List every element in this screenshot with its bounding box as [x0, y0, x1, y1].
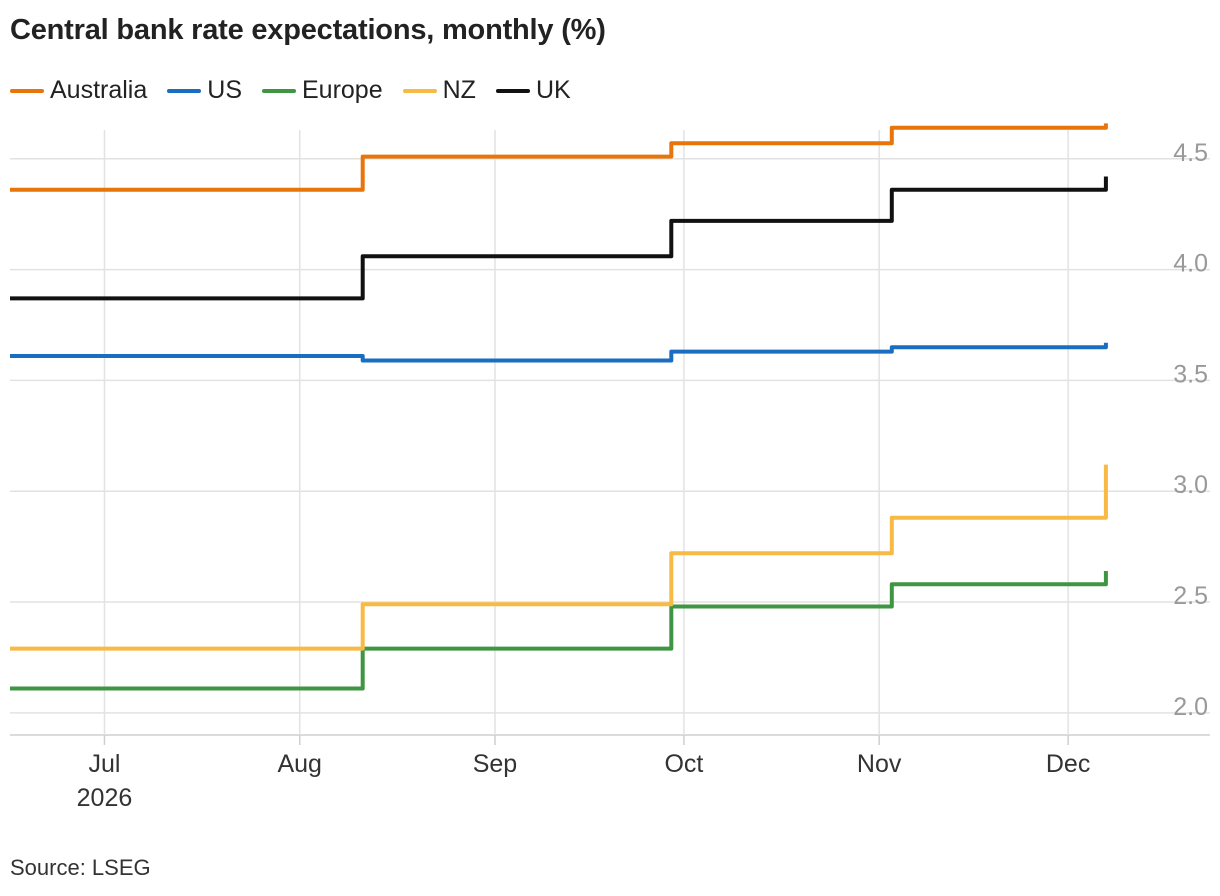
legend-label: Europe — [302, 76, 383, 104]
series-line-uk — [10, 176, 1108, 301]
legend-swatch — [10, 88, 44, 93]
series-lines — [10, 123, 1108, 691]
x-tick-label: Nov — [857, 750, 902, 778]
legend-label: Australia — [50, 76, 148, 104]
y-tick-label: 2.5 — [1173, 582, 1208, 610]
legend-label: US — [207, 76, 242, 104]
y-tick-label: 3.5 — [1173, 360, 1208, 388]
legend-swatch — [402, 88, 437, 93]
legend-swatch — [167, 88, 202, 93]
legend-item-uk: UK — [495, 76, 571, 105]
x-tick-label: Aug — [277, 750, 321, 778]
legend-label: NZ — [442, 76, 476, 104]
series-line-australia — [10, 123, 1108, 192]
legend-swatch — [495, 88, 530, 93]
legend-label: UK — [535, 76, 571, 104]
x-tick-sublabel: 2026 — [77, 784, 133, 812]
x-tick-label: Oct — [664, 750, 703, 778]
grid — [10, 130, 1210, 736]
legend-swatch — [262, 88, 296, 93]
legend: Australia US Europe NZ UK — [10, 76, 591, 105]
x-tick-label: Sep — [473, 750, 517, 778]
x-tick-label: Jul — [88, 750, 120, 778]
chart-title: Central bank rate expectations, monthly … — [10, 14, 606, 46]
x-tick-label: Dec — [1046, 750, 1090, 778]
y-tick-label: 4.0 — [1173, 250, 1208, 278]
y-axis: 2.0 2.5 3.0 3.5 4.0 4.5 — [1173, 139, 1208, 721]
source-note: Source: LSEG — [10, 855, 151, 880]
y-tick-label: 3.0 — [1173, 471, 1208, 499]
y-tick-label: 4.5 — [1173, 139, 1208, 167]
x-axis: Jul 2026 Aug Sep Oct Nov Dec — [77, 735, 1090, 812]
y-tick-label: 2.0 — [1173, 693, 1208, 721]
legend-item-nz: NZ — [402, 76, 476, 105]
legend-item-us: US — [167, 76, 242, 105]
legend-item-europe: Europe — [262, 76, 383, 105]
series-line-europe — [10, 571, 1108, 691]
series-line-nz — [10, 464, 1108, 651]
legend-item-australia: Australia — [10, 76, 147, 105]
series-line-us — [10, 342, 1108, 363]
